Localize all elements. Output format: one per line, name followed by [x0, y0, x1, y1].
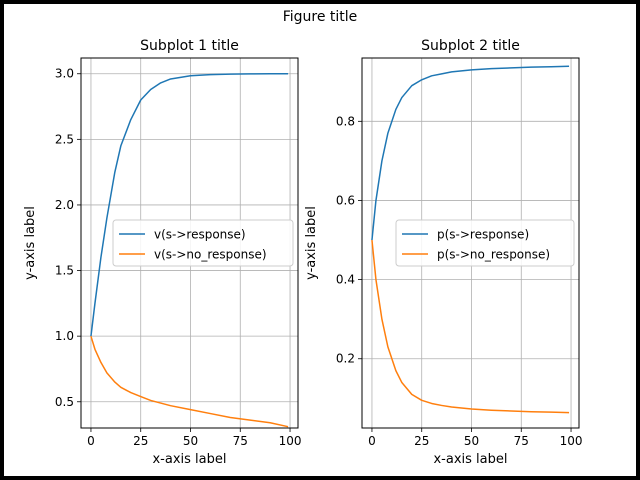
- figure-canvas: Figure title 0 25 50 75 100 0.5 1.0 1.5 2.0 2.5 3.…: [23, 9, 582, 467]
- x-tick-label: 0: [368, 434, 376, 448]
- x-tick-label: 25: [133, 434, 148, 448]
- x-tick-label: 100: [279, 434, 302, 448]
- figure-frame: Figure title 0 25 50 75 100 0.5 1.0 1.5 2.0 2.5 3.…: [4, 4, 636, 476]
- x-tick-label: 50: [464, 434, 479, 448]
- subplot-2: 0 25 50 75 100 0.2 0.4 0.6 0.8 Subplot 2 title x-a…: [304, 38, 582, 467]
- series-line-2: [371, 239, 570, 414]
- axes-frame: [80, 57, 299, 429]
- series-line-2: [90, 335, 289, 428]
- series-line-1: [90, 72, 289, 337]
- x-tick-label: 25: [414, 434, 429, 448]
- subplot-1: 0 25 50 75 100 0.5 1.0 1.5 2.0 2.5 3.0 Subplot 1 ti…: [23, 38, 301, 467]
- y-tick-label: 0.2: [336, 352, 355, 366]
- subplot-title: Subplot 1 title: [140, 38, 239, 54]
- y-tick-label: 2.5: [55, 132, 74, 146]
- legend-label-1: p(s->response): [437, 228, 529, 242]
- legend: p(s->response) p(s->no_response): [395, 219, 575, 267]
- y-tick-label: 0.5: [55, 395, 74, 409]
- legend-label-2: v(s->no_response): [154, 248, 267, 262]
- x-axis-label: x-axis label: [152, 452, 226, 467]
- y-tick-label: 1.5: [55, 264, 74, 278]
- y-tick-label: 2.0: [55, 198, 74, 212]
- y-axis-label: y-axis label: [23, 206, 38, 280]
- axes-frame: [361, 57, 580, 429]
- y-tick-label: 0.6: [336, 193, 355, 207]
- x-axis-label: x-axis label: [433, 452, 507, 467]
- x-tick-label: 75: [233, 434, 248, 448]
- figure-title: Figure title: [283, 9, 358, 25]
- legend-box: [112, 219, 294, 267]
- legend-label-1: v(s->response): [154, 228, 246, 242]
- series-line-1: [371, 65, 570, 241]
- x-tick-label: 100: [560, 434, 583, 448]
- y-tick-label: 3.0: [55, 67, 74, 81]
- y-axis-label: y-axis label: [304, 206, 319, 280]
- y-tick-label: 0.4: [336, 273, 355, 287]
- subplots-group: 0 25 50 75 100 0.5 1.0 1.5 2.0 2.5 3.0 Subplot 1 ti…: [23, 38, 582, 467]
- y-tick-label: 0.8: [336, 114, 355, 128]
- subplot-title: Subplot 2 title: [421, 38, 520, 54]
- x-tick-label: 50: [183, 434, 198, 448]
- x-tick-label: 75: [514, 434, 529, 448]
- legend-box: [395, 219, 575, 267]
- legend-label-2: p(s->no_response): [437, 248, 550, 262]
- y-tick-label: 1.0: [55, 329, 74, 343]
- legend: v(s->response) v(s->no_response): [112, 219, 294, 267]
- x-tick-label: 0: [87, 434, 95, 448]
